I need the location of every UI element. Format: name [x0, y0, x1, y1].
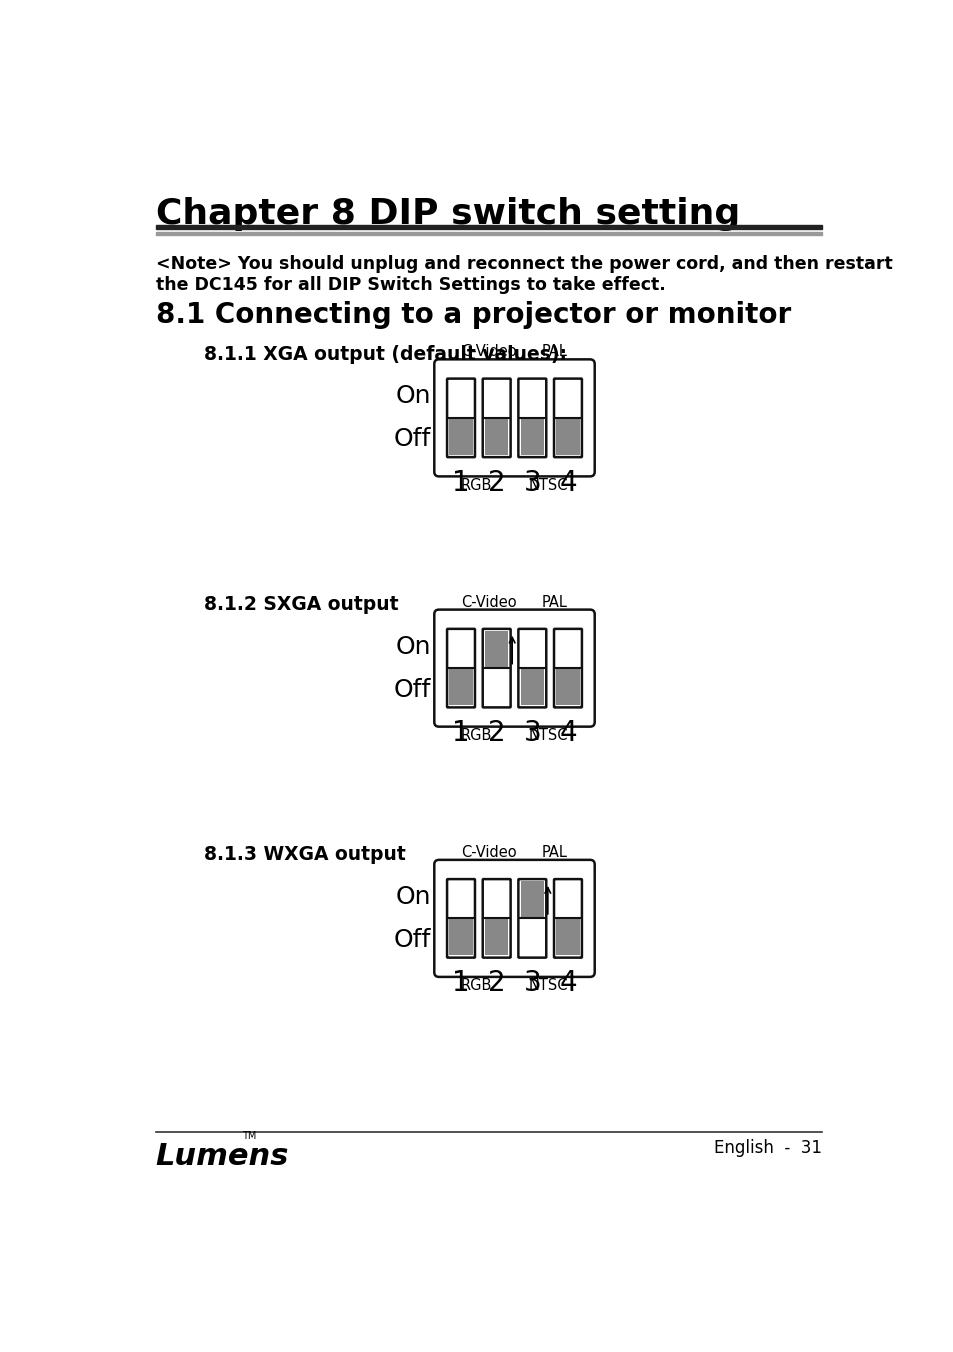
- Text: 2: 2: [487, 469, 505, 496]
- Text: On: On: [395, 384, 431, 408]
- Text: RGB: RGB: [460, 729, 492, 744]
- Text: On: On: [395, 884, 431, 909]
- FancyBboxPatch shape: [447, 879, 475, 957]
- Bar: [520, 918, 543, 956]
- Text: 3: 3: [523, 469, 540, 496]
- FancyBboxPatch shape: [447, 379, 475, 457]
- Bar: [556, 918, 579, 956]
- Text: 8.1 Connecting to a projector or monitor: 8.1 Connecting to a projector or monitor: [155, 301, 790, 329]
- Bar: [556, 668, 579, 706]
- Text: 3: 3: [523, 719, 540, 746]
- Bar: [449, 631, 472, 668]
- Bar: [484, 882, 508, 918]
- Text: the DC145 for all DIP Switch Settings to take effect.: the DC145 for all DIP Switch Settings to…: [155, 276, 665, 295]
- Bar: [449, 668, 472, 706]
- Text: On: On: [395, 634, 431, 658]
- Text: PAL: PAL: [541, 345, 567, 360]
- Text: NTSC: NTSC: [528, 979, 567, 994]
- Text: NTSC: NTSC: [528, 729, 567, 744]
- FancyBboxPatch shape: [447, 629, 475, 707]
- Text: C-Video: C-Video: [460, 595, 517, 610]
- Text: Lumens: Lumens: [155, 1141, 289, 1171]
- Text: English  -  31: English - 31: [714, 1138, 821, 1156]
- Bar: [556, 381, 579, 418]
- Bar: [556, 631, 579, 668]
- Bar: [155, 233, 821, 235]
- Bar: [449, 381, 472, 418]
- Text: 4: 4: [558, 719, 577, 746]
- Text: 1: 1: [452, 969, 469, 998]
- Text: NTSC: NTSC: [528, 479, 567, 493]
- Text: 2: 2: [487, 969, 505, 998]
- Text: Off: Off: [394, 927, 431, 952]
- FancyBboxPatch shape: [554, 879, 581, 957]
- Text: PAL: PAL: [541, 595, 567, 610]
- Bar: [520, 668, 543, 706]
- Bar: [155, 226, 821, 230]
- Bar: [520, 418, 543, 454]
- Text: 4: 4: [558, 469, 577, 496]
- Text: RGB: RGB: [460, 479, 492, 493]
- Text: Off: Off: [394, 427, 431, 452]
- Text: RGB: RGB: [460, 979, 492, 994]
- Text: 3: 3: [523, 969, 540, 998]
- FancyBboxPatch shape: [517, 629, 546, 707]
- Text: 4: 4: [558, 969, 577, 998]
- Text: C-Video: C-Video: [460, 345, 517, 360]
- Text: 8.1.1 XGA output (default values):: 8.1.1 XGA output (default values):: [204, 345, 567, 364]
- Text: <Note> You should unplug and reconnect the power cord, and then restart: <Note> You should unplug and reconnect t…: [155, 254, 891, 273]
- Text: 8.1.3 WXGA output: 8.1.3 WXGA output: [204, 845, 406, 864]
- FancyBboxPatch shape: [434, 360, 594, 476]
- Bar: [449, 918, 472, 956]
- FancyBboxPatch shape: [482, 379, 510, 457]
- Bar: [556, 418, 579, 454]
- Bar: [556, 882, 579, 918]
- Bar: [520, 882, 543, 918]
- FancyBboxPatch shape: [434, 860, 594, 977]
- FancyBboxPatch shape: [517, 379, 546, 457]
- Text: PAL: PAL: [541, 845, 567, 860]
- Bar: [520, 381, 543, 418]
- FancyBboxPatch shape: [482, 629, 510, 707]
- Text: 8.1.2 SXGA output: 8.1.2 SXGA output: [204, 595, 398, 614]
- Text: C-Video: C-Video: [460, 845, 517, 860]
- Text: 1: 1: [452, 719, 469, 746]
- Bar: [484, 381, 508, 418]
- Text: 1: 1: [452, 469, 469, 496]
- FancyBboxPatch shape: [517, 879, 546, 957]
- Text: 2: 2: [487, 719, 505, 746]
- Bar: [449, 882, 472, 918]
- FancyBboxPatch shape: [434, 610, 594, 726]
- Text: Chapter 8 DIP switch setting: Chapter 8 DIP switch setting: [155, 197, 740, 231]
- FancyBboxPatch shape: [482, 879, 510, 957]
- FancyBboxPatch shape: [554, 629, 581, 707]
- Text: Off: Off: [394, 677, 431, 702]
- FancyBboxPatch shape: [554, 379, 581, 457]
- Text: TM: TM: [242, 1130, 256, 1141]
- Bar: [484, 918, 508, 956]
- Bar: [520, 631, 543, 668]
- Bar: [449, 418, 472, 454]
- Bar: [484, 631, 508, 668]
- Bar: [484, 418, 508, 454]
- Bar: [484, 668, 508, 706]
